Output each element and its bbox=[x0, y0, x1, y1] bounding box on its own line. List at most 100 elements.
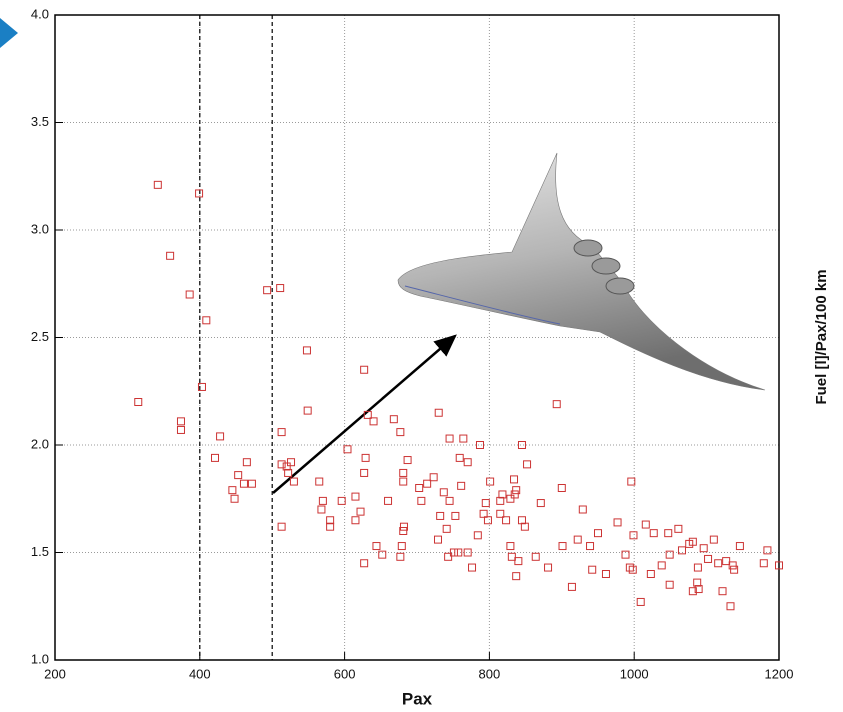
scatter-point bbox=[586, 542, 595, 551]
scatter-point bbox=[197, 382, 206, 391]
scatter-point bbox=[372, 542, 381, 551]
scatter-point bbox=[399, 468, 408, 477]
scatter-point bbox=[463, 458, 472, 467]
scatter-point bbox=[693, 563, 702, 572]
scatter-point bbox=[417, 496, 426, 505]
scatter-point bbox=[578, 505, 587, 514]
scatter-point bbox=[445, 434, 454, 443]
scatter-point bbox=[287, 458, 296, 467]
scatter-point bbox=[649, 529, 658, 538]
scatter-point bbox=[289, 477, 298, 486]
y-tick-label: 1.5 bbox=[31, 544, 49, 559]
scatter-point bbox=[302, 346, 311, 355]
scatter-point bbox=[399, 477, 408, 486]
scatter-point bbox=[211, 453, 220, 462]
scatter-point bbox=[369, 417, 378, 426]
scatter-point bbox=[664, 529, 673, 538]
scatter-point bbox=[629, 531, 638, 540]
scatter-point bbox=[704, 554, 713, 563]
scatter-point bbox=[176, 417, 185, 426]
scatter-point bbox=[318, 496, 327, 505]
scatter-point bbox=[463, 548, 472, 557]
scatter-point bbox=[216, 432, 225, 441]
scatter-point bbox=[665, 550, 674, 559]
scatter-point bbox=[544, 563, 553, 572]
scatter-point bbox=[455, 453, 464, 462]
scatter-point bbox=[628, 565, 637, 574]
scatter-point bbox=[326, 516, 335, 525]
scatter-point bbox=[646, 570, 655, 578]
scatter-point bbox=[486, 477, 495, 486]
scatter-point bbox=[303, 406, 312, 415]
corner-marker bbox=[0, 18, 18, 48]
scatter-point bbox=[396, 552, 405, 561]
scatter-point bbox=[636, 597, 645, 606]
y-axis-label: Fuel [l]/Pax/100 km bbox=[813, 269, 830, 404]
scatter-point bbox=[714, 559, 723, 568]
scatter-point bbox=[657, 561, 666, 570]
scatter-point bbox=[506, 542, 515, 551]
scatter-point bbox=[343, 445, 352, 454]
x-tick-label: 200 bbox=[44, 666, 66, 681]
scatter-point bbox=[479, 509, 488, 518]
scatter-point bbox=[625, 563, 634, 572]
scatter-point bbox=[378, 550, 387, 559]
scatter-point bbox=[403, 456, 412, 465]
x-tick-label: 600 bbox=[334, 666, 356, 681]
scatter-point bbox=[384, 496, 393, 505]
scatter-point bbox=[557, 484, 566, 492]
scatter-point bbox=[531, 552, 540, 561]
scatter-point bbox=[665, 580, 674, 589]
scatter-point bbox=[228, 486, 237, 495]
aircraft-illustration bbox=[272, 152, 766, 494]
scatter-point bbox=[356, 507, 365, 516]
scatter-point bbox=[176, 425, 185, 434]
scatter-point bbox=[483, 516, 492, 525]
scatter-point bbox=[520, 522, 529, 531]
scatter-point bbox=[153, 180, 162, 189]
scatter-point bbox=[442, 524, 451, 533]
scatter-point bbox=[514, 557, 523, 566]
scatter-point bbox=[399, 522, 408, 531]
scatter-point bbox=[759, 559, 768, 568]
scatter-point bbox=[399, 527, 408, 535]
scatter-point bbox=[688, 587, 697, 596]
scatter-point bbox=[536, 499, 545, 508]
scatter-point bbox=[558, 542, 567, 551]
scatter-point bbox=[517, 441, 526, 449]
y-tick-label: 4.0 bbox=[31, 6, 49, 21]
scatter-point bbox=[263, 286, 272, 295]
x-axis-label: Pax bbox=[402, 689, 433, 708]
scatter-point bbox=[473, 531, 482, 540]
scatter-point bbox=[498, 490, 507, 499]
scatter-point bbox=[726, 602, 735, 611]
scatter-point bbox=[326, 522, 335, 531]
scatter-point bbox=[627, 477, 636, 486]
scatter-point bbox=[434, 408, 443, 417]
scatter-point bbox=[284, 468, 293, 477]
x-tick-label: 400 bbox=[189, 666, 211, 681]
scatter-point bbox=[351, 516, 360, 525]
scatter-point bbox=[415, 484, 424, 492]
x-tick-label: 1000 bbox=[620, 666, 649, 681]
scatter-point bbox=[429, 473, 438, 482]
y-tick-label: 1.0 bbox=[31, 651, 49, 666]
scatter-point bbox=[185, 290, 194, 299]
scatter-point bbox=[166, 251, 175, 260]
y-tick-label: 3.5 bbox=[31, 114, 49, 129]
scatter-point bbox=[317, 505, 326, 514]
scatter-point bbox=[468, 563, 477, 572]
scatter-point bbox=[510, 490, 519, 499]
scatter-point bbox=[360, 559, 369, 568]
scatter-point bbox=[481, 499, 490, 508]
x-tick-label: 1200 bbox=[765, 666, 794, 681]
scatter-point bbox=[277, 428, 286, 437]
scatter-point bbox=[709, 535, 718, 544]
scatter-point bbox=[396, 428, 405, 437]
scatter-point bbox=[363, 410, 372, 419]
scatter-point bbox=[496, 509, 505, 518]
y-tick-label: 2.0 bbox=[31, 436, 49, 451]
scatter-point bbox=[457, 481, 466, 490]
scatter-point bbox=[588, 565, 597, 574]
